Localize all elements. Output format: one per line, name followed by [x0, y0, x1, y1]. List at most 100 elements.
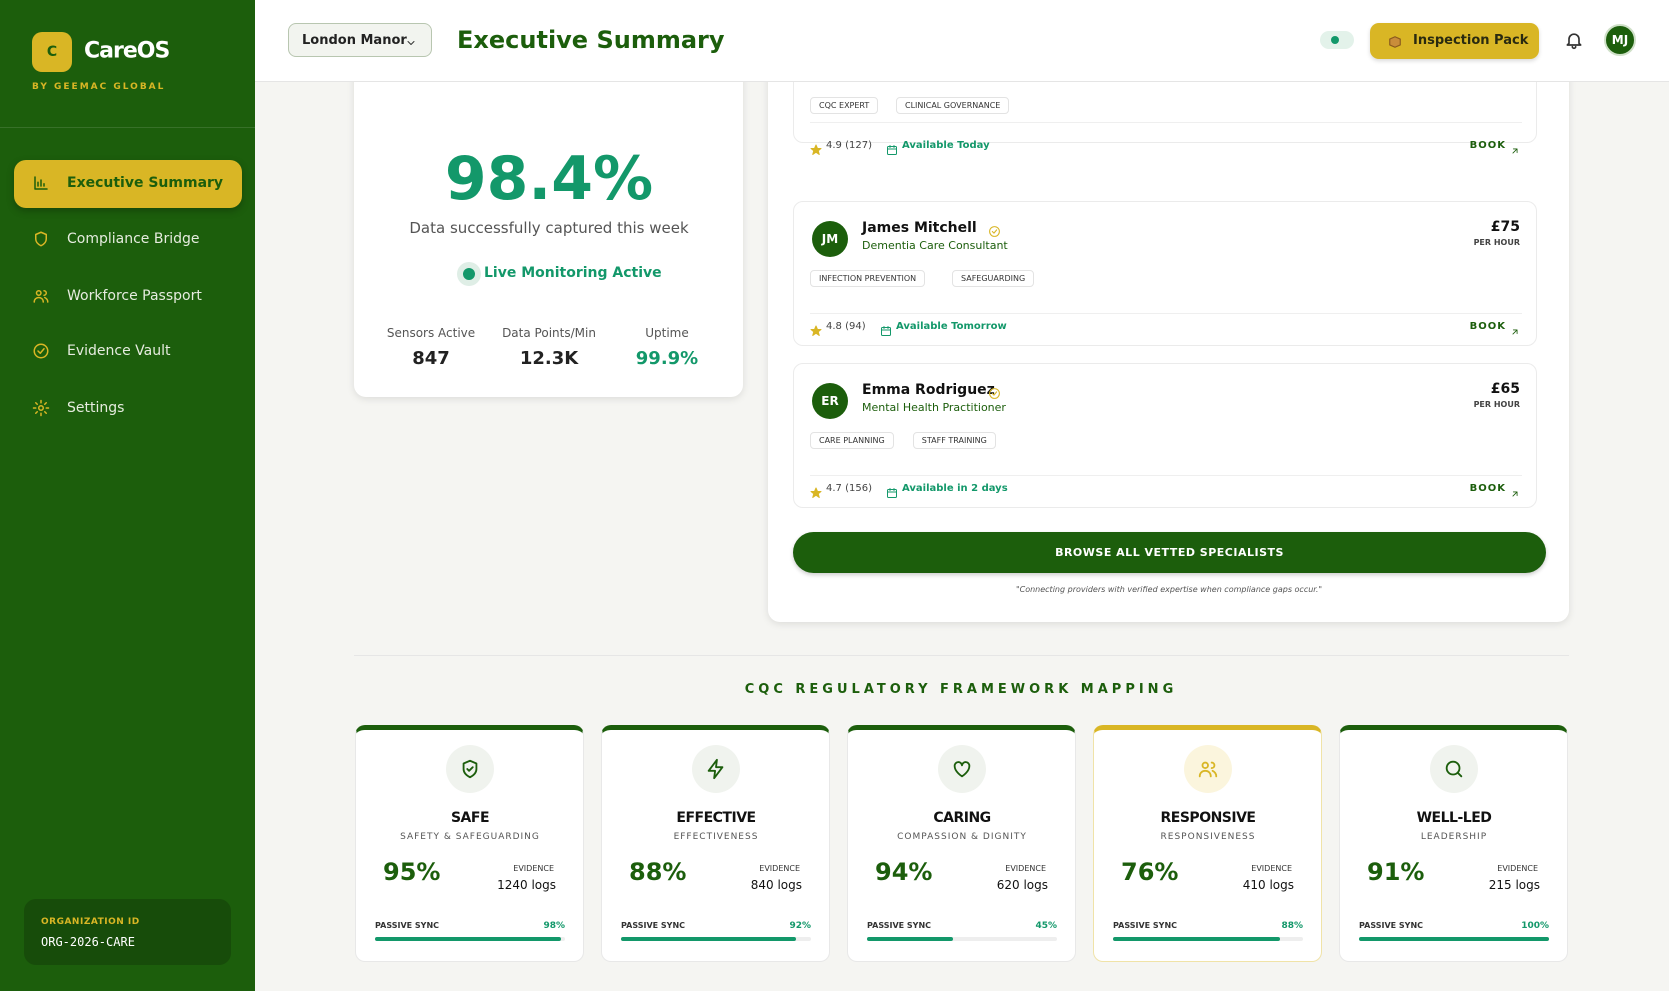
nav-icon — [32, 174, 50, 192]
domain-name: RESPONSIVE — [1160, 810, 1257, 826]
sync-label: PASSIVE SYNC — [867, 921, 932, 930]
sync-label: PASSIVE SYNC — [621, 921, 686, 930]
rating: 4.8 (94) — [826, 321, 866, 332]
section-divider — [354, 655, 1569, 656]
evidence-label: EVIDENCE — [1005, 864, 1046, 873]
user-avatar[interactable]: MJ — [1604, 24, 1636, 56]
score: 91% — [1367, 858, 1425, 886]
capture-card: 98.4% Data successfully captured this wee… — [354, 40, 743, 397]
nav-item[interactable]: Evidence Vault — [67, 343, 171, 359]
availability: Available in 2 days — [902, 483, 1008, 494]
sync-value: 45% — [1035, 921, 1057, 931]
book-link[interactable]: BOOK — [1469, 140, 1506, 151]
stat-value: 99.9% — [635, 348, 699, 369]
divider — [810, 475, 1522, 476]
framework-icon — [705, 758, 727, 780]
calendar-icon — [886, 484, 898, 498]
book-link[interactable]: BOOK — [1469, 321, 1506, 332]
sync-label: PASSIVE SYNC — [375, 921, 440, 930]
domain-subtitle: LEADERSHIP — [1420, 832, 1488, 842]
sidebar-divider — [0, 127, 255, 128]
framework-title: CQC REGULATORY FRAMEWORK MAPPING — [744, 682, 1178, 697]
evidence-value: 620 logs — [996, 878, 1048, 892]
capture-caption: Data successfully captured this week — [409, 219, 689, 237]
tag: INFECTION PREVENTION — [810, 270, 926, 287]
location-select[interactable]: London Manor — [288, 23, 432, 57]
verified-icon — [988, 385, 1001, 399]
specialist-card: ER Emma Rodriguez £65 PER HOUR Mental Health… — [793, 363, 1537, 508]
inspection-button[interactable]: Inspection Pack — [1370, 23, 1539, 59]
nav-icon — [32, 342, 50, 360]
main: 98.4% Data successfully captured this wee… — [255, 0, 1669, 991]
nav-item[interactable]: Executive Summary — [67, 175, 224, 191]
framework-card: RESPONSIVE RESPONSIVENESS 76% EVIDENCE 410 l… — [1093, 725, 1322, 962]
star-icon — [810, 322, 822, 336]
evidence-label: EVIDENCE — [759, 864, 800, 873]
progress-fill — [1359, 937, 1549, 941]
arrow-icon — [1510, 141, 1520, 154]
status-text: Live Monitoring Active — [484, 265, 662, 281]
framework-icon — [1197, 758, 1219, 780]
evidence-label: EVIDENCE — [1497, 864, 1538, 873]
org-box — [24, 899, 231, 965]
domain-subtitle: EFFECTIVENESS — [673, 832, 759, 842]
framework-card: EFFECTIVE EFFECTIVENESS 88% EVIDENCE 840 log… — [601, 725, 830, 962]
specialist-name: James Mitchell — [862, 220, 977, 236]
inspection-label: Inspection Pack — [1413, 33, 1529, 48]
domain-subtitle: SAFETY & SAFEGUARDING — [400, 832, 540, 842]
tag: CARE PLANNING — [810, 432, 894, 449]
specialist-role: Dementia Care Consultant — [862, 239, 1008, 252]
price: £65 — [1490, 381, 1520, 397]
price-unit: PER HOUR — [1473, 400, 1520, 409]
specialist-name: Emma Rodriguez — [862, 382, 995, 398]
sync-value: 98% — [543, 921, 565, 931]
sync-label: PASSIVE SYNC — [1359, 921, 1424, 930]
box-icon — [1388, 34, 1402, 48]
specialist-card: JM James Mitchell £75 PER HOUR Dementia Care… — [793, 201, 1537, 346]
rating: 4.9 (127) — [826, 140, 872, 151]
status-dot-inner — [463, 268, 475, 280]
stat-value: 12.3K — [519, 348, 579, 369]
arrow-icon — [1510, 484, 1520, 497]
domain-name: CARING — [933, 810, 991, 826]
bell-icon — [1564, 30, 1584, 50]
icon-bg — [692, 745, 740, 793]
nav-item[interactable]: Settings — [67, 400, 125, 416]
framework-icon — [459, 758, 481, 780]
calendar-icon — [880, 322, 892, 336]
browse-button[interactable]: BROWSE ALL VETTED SPECIALISTS — [793, 532, 1546, 573]
nav-item[interactable]: Workforce Passport — [67, 288, 202, 304]
availability: Available Today — [902, 140, 990, 151]
evidence-label: EVIDENCE — [1251, 864, 1292, 873]
evidence-value: 215 logs — [1488, 878, 1540, 892]
specialist-role: Mental Health Practitioner — [862, 401, 1006, 414]
divider — [810, 313, 1522, 314]
nav-item[interactable]: Compliance Bridge — [67, 231, 200, 247]
progress-fill — [375, 937, 562, 941]
framework-card: WELL-LED LEADERSHIP 91% EVIDENCE 215 logs PAS… — [1339, 725, 1568, 962]
evidence-value: 840 logs — [750, 878, 802, 892]
org-value: ORG-2026-CARE — [41, 935, 135, 949]
specialists-panel: Registered Nurse (Clinical Lead)CQC EXPE… — [768, 0, 1569, 622]
progress-fill — [867, 937, 953, 941]
score: 94% — [875, 858, 933, 886]
brand: CareOS — [84, 38, 170, 64]
sync-value: 88% — [1281, 921, 1303, 931]
sidebar: C CareOS BY GEEMAC GLOBAL Executive Summary… — [0, 0, 255, 991]
calendar-icon — [886, 141, 898, 155]
icon-bg — [1430, 745, 1478, 793]
domain-name: EFFECTIVE — [676, 810, 756, 826]
nav-active-bg — [14, 160, 242, 208]
nav-icon — [32, 399, 50, 417]
stat-label: Uptime — [645, 326, 689, 340]
tagline: BY GEEMAC GLOBAL — [32, 82, 166, 92]
progress-fill — [621, 937, 796, 941]
domain-subtitle: RESPONSIVENESS — [1160, 832, 1256, 842]
icon-bg — [938, 745, 986, 793]
price-unit: PER HOUR — [1473, 238, 1520, 247]
rating: 4.7 (156) — [826, 483, 872, 494]
book-link[interactable]: BOOK — [1469, 483, 1506, 494]
domain-name: SAFE — [450, 810, 490, 826]
